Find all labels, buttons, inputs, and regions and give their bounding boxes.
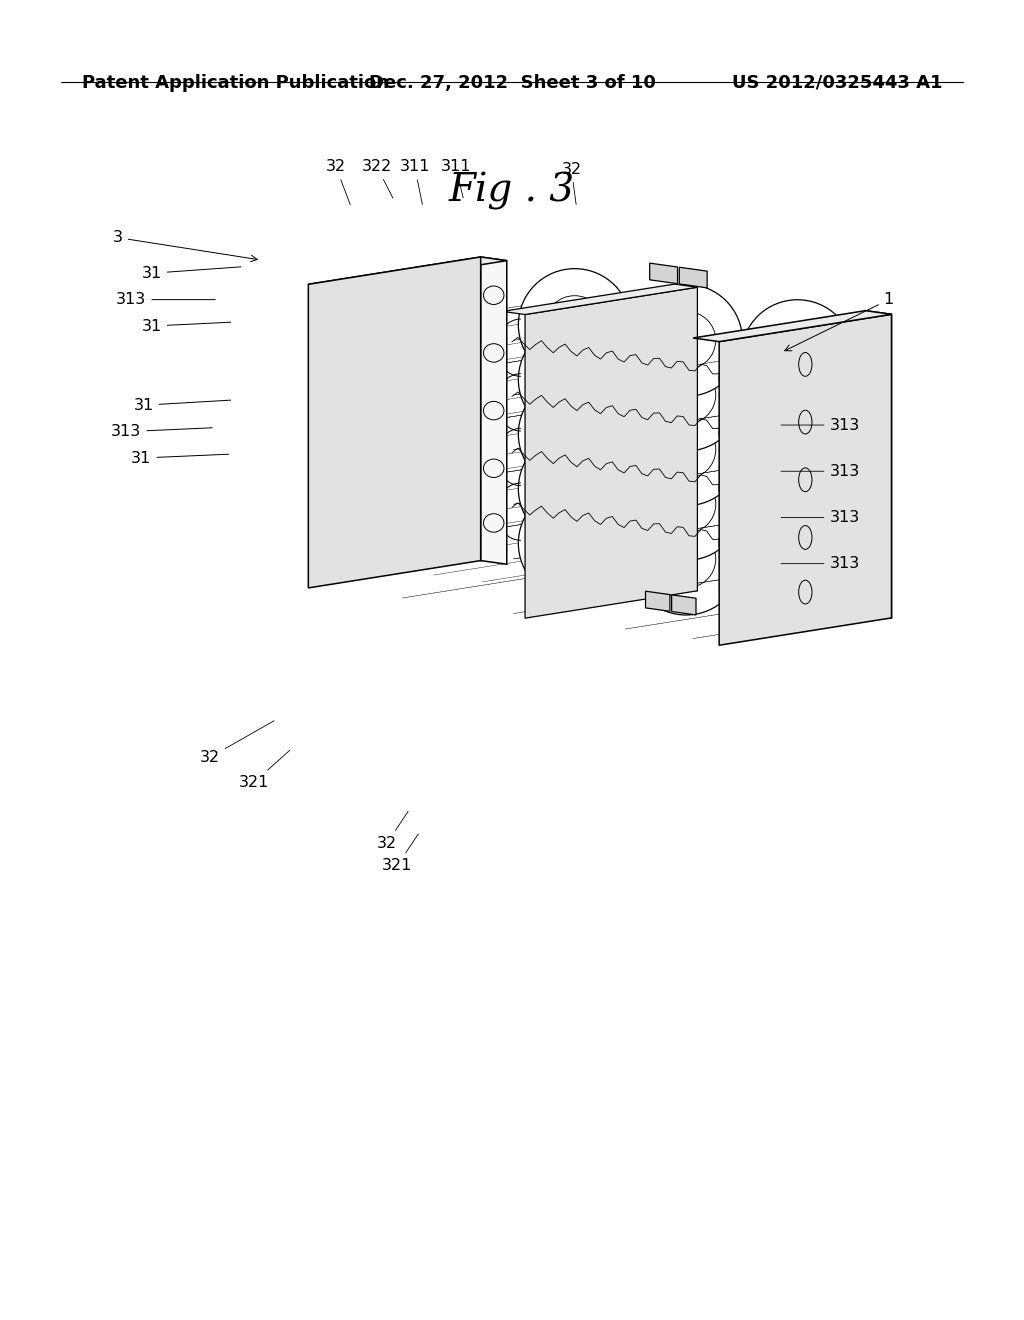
Text: US 2012/0325443 A1: US 2012/0325443 A1 — [731, 74, 942, 92]
Ellipse shape — [741, 519, 854, 631]
Ellipse shape — [741, 409, 854, 521]
Ellipse shape — [741, 300, 854, 412]
Text: 32: 32 — [377, 812, 408, 850]
Ellipse shape — [545, 405, 604, 463]
Polygon shape — [308, 257, 507, 288]
Ellipse shape — [656, 312, 716, 370]
Ellipse shape — [545, 459, 604, 517]
Ellipse shape — [518, 378, 631, 490]
Text: 31: 31 — [133, 397, 230, 413]
Polygon shape — [308, 257, 480, 587]
Text: 321: 321 — [239, 750, 290, 789]
Ellipse shape — [656, 366, 716, 424]
Ellipse shape — [630, 503, 742, 615]
Polygon shape — [480, 257, 507, 564]
Ellipse shape — [630, 393, 742, 506]
Ellipse shape — [768, 381, 827, 440]
Text: 313: 313 — [781, 417, 860, 433]
Text: 311: 311 — [440, 160, 471, 198]
Polygon shape — [672, 595, 696, 615]
Ellipse shape — [768, 327, 827, 385]
Ellipse shape — [741, 354, 854, 466]
Text: 1: 1 — [784, 292, 894, 351]
Ellipse shape — [656, 529, 716, 587]
Text: 313: 313 — [116, 292, 215, 308]
Polygon shape — [525, 288, 697, 618]
Ellipse shape — [656, 421, 716, 479]
Text: Fig . 3: Fig . 3 — [449, 173, 575, 210]
Ellipse shape — [768, 545, 827, 603]
Ellipse shape — [518, 433, 631, 545]
Ellipse shape — [518, 323, 631, 436]
Ellipse shape — [630, 339, 742, 451]
Text: 313: 313 — [781, 556, 860, 572]
Polygon shape — [865, 310, 892, 618]
Text: 3: 3 — [113, 230, 257, 261]
Polygon shape — [679, 267, 708, 288]
Polygon shape — [675, 284, 697, 591]
Ellipse shape — [768, 436, 827, 494]
Ellipse shape — [768, 491, 827, 549]
Text: 32: 32 — [200, 721, 274, 764]
Ellipse shape — [630, 449, 742, 561]
Polygon shape — [649, 263, 678, 284]
Text: 32: 32 — [561, 162, 582, 205]
Ellipse shape — [545, 296, 604, 354]
Ellipse shape — [545, 350, 604, 408]
Text: 32: 32 — [326, 160, 350, 205]
Text: 313: 313 — [781, 463, 860, 479]
Ellipse shape — [630, 284, 742, 396]
Text: 321: 321 — [382, 834, 418, 873]
Ellipse shape — [518, 269, 631, 381]
Polygon shape — [719, 314, 892, 645]
Text: 31: 31 — [141, 318, 230, 334]
Polygon shape — [693, 310, 892, 342]
Text: 313: 313 — [781, 510, 860, 525]
Text: 31: 31 — [131, 450, 228, 466]
Ellipse shape — [545, 515, 604, 573]
Text: 313: 313 — [111, 424, 212, 440]
Ellipse shape — [656, 475, 716, 533]
Ellipse shape — [518, 487, 631, 599]
Text: 311: 311 — [399, 160, 430, 205]
Text: 322: 322 — [361, 160, 393, 198]
Text: Patent Application Publication: Patent Application Publication — [82, 74, 389, 92]
Ellipse shape — [741, 463, 854, 576]
Text: 31: 31 — [141, 265, 241, 281]
Polygon shape — [645, 591, 670, 611]
Polygon shape — [503, 284, 697, 314]
Text: Dec. 27, 2012  Sheet 3 of 10: Dec. 27, 2012 Sheet 3 of 10 — [369, 74, 655, 92]
